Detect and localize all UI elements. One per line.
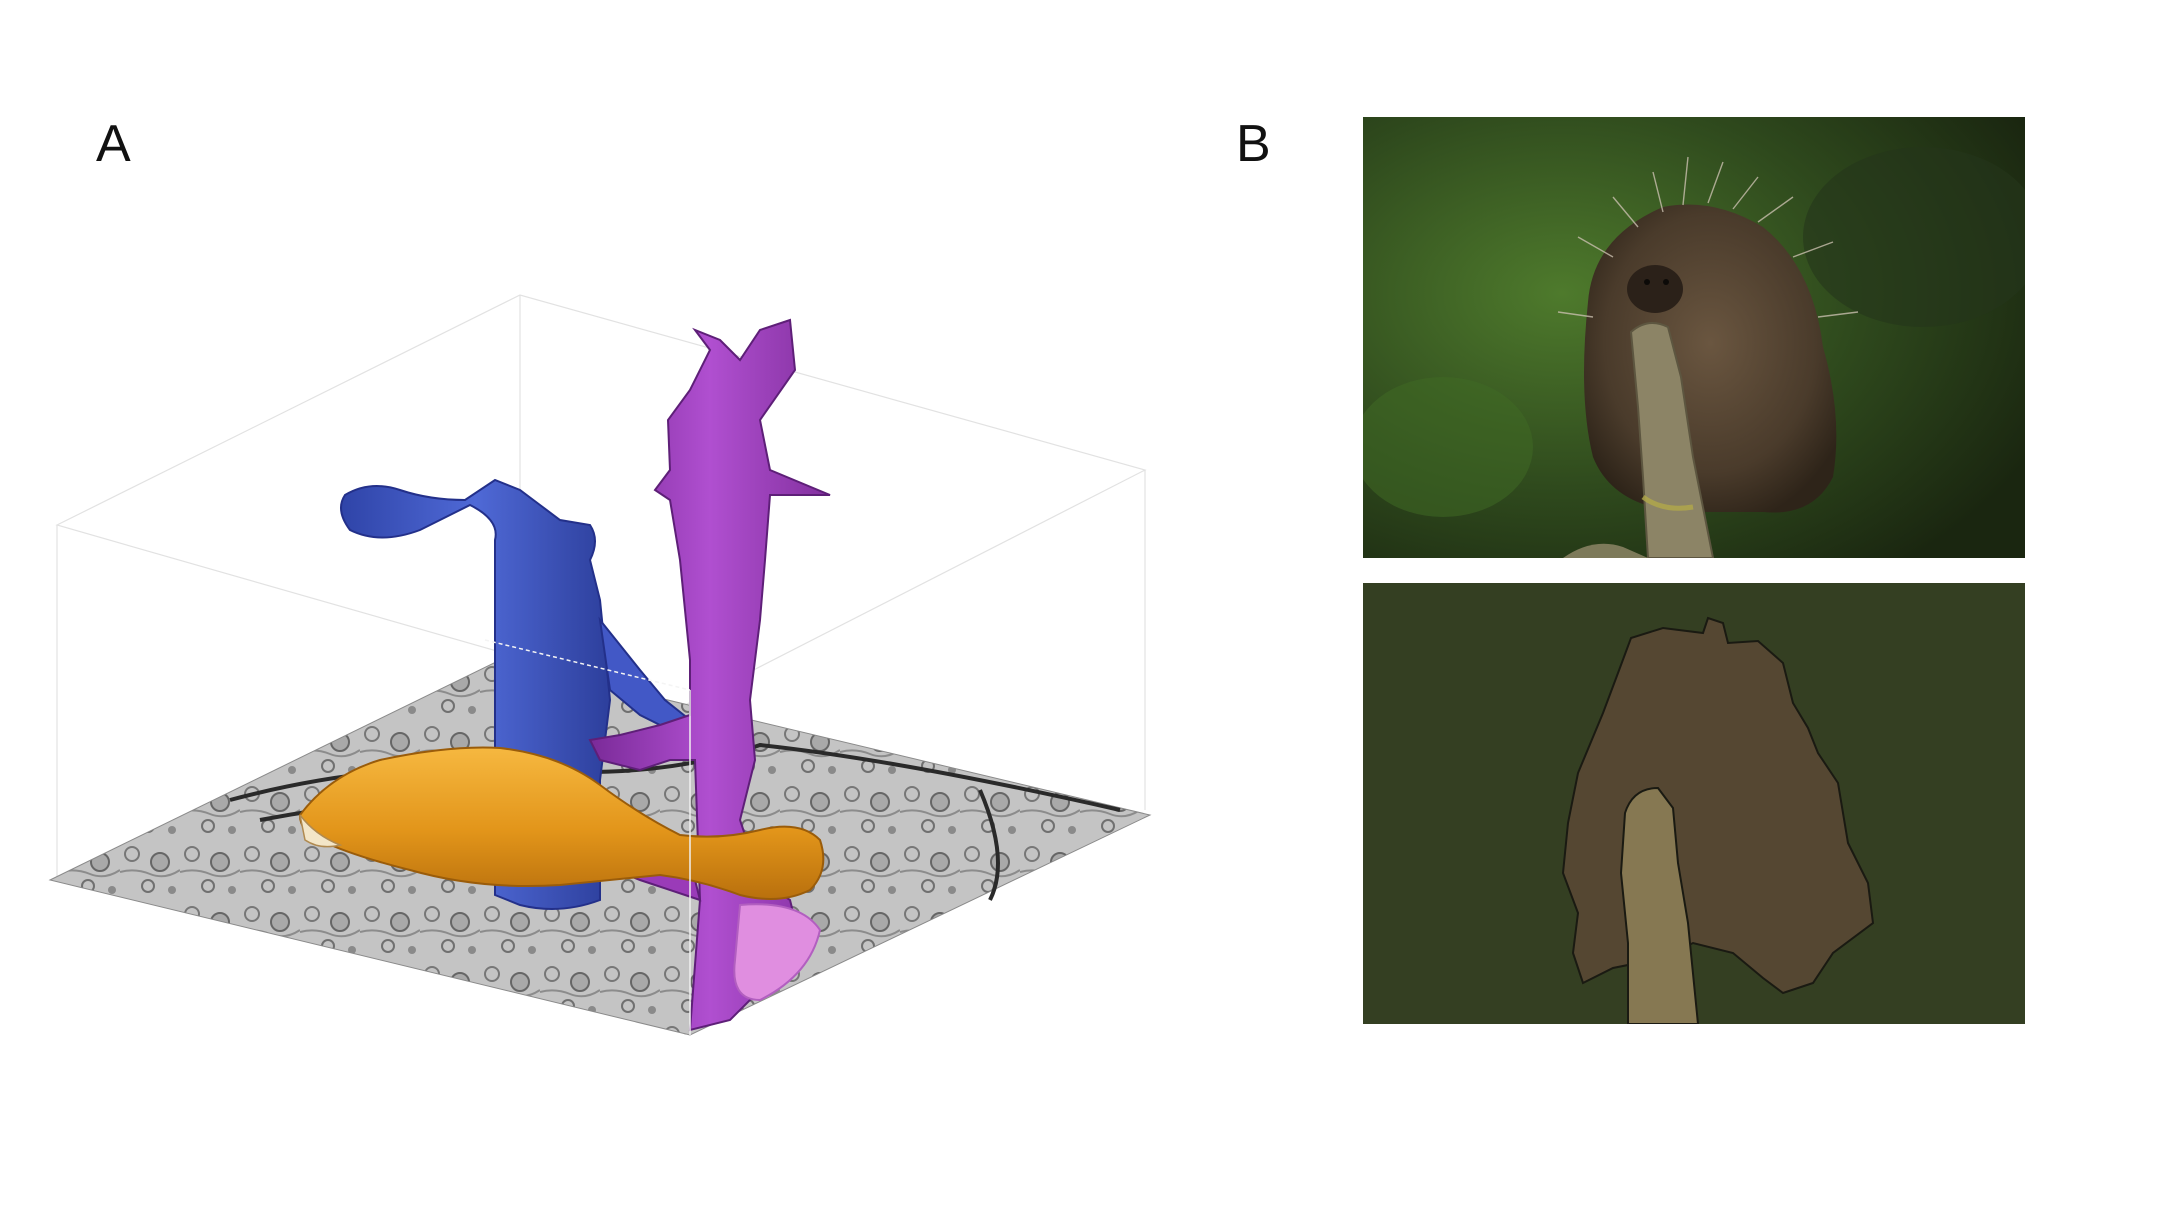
panel-b-label: B (1236, 115, 1271, 173)
segmentation-branch (1619, 786, 1700, 1024)
panel-a-3d-reconstruction (48, 294, 1152, 1036)
bounding-box (55, 294, 1147, 1035)
porcupine-photo (1363, 117, 2025, 558)
box-mid-line (484, 639, 691, 691)
branch (1629, 322, 1715, 558)
neuron-orange (298, 746, 825, 900)
panel-a-label: A (96, 115, 131, 173)
segmentation-mask (1363, 583, 2025, 1024)
